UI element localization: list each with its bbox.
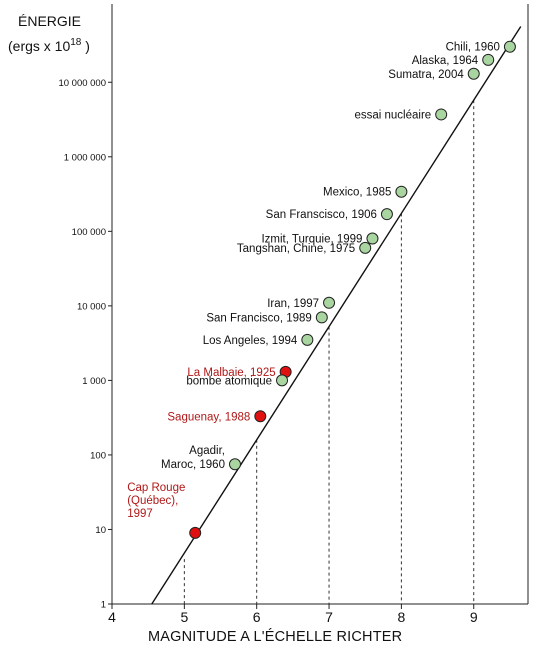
data-points — [189, 40, 516, 539]
y-axis-ticks: 1 10 100 1 000 10 000 100 000 1 000 000 10 000 … — [58, 78, 112, 611]
y-tick-label: 100 000 — [72, 227, 106, 238]
y-tick-label: 1 000 — [82, 376, 106, 387]
y-axis-label-line2: (ergs x 1018 ) — [8, 37, 90, 54]
data-point-marker — [435, 108, 448, 121]
data-point-label: (Québec), — [127, 495, 178, 507]
trend-line-segment — [151, 26, 522, 605]
x-tick-label: 8 — [397, 609, 405, 625]
y-axis-label-prefix: (ergs x 10 — [8, 38, 70, 54]
data-point-label: Izmit, Turquie, 1999 — [261, 234, 362, 246]
data-point-label: Iran, 1997 — [267, 298, 319, 310]
axes — [111, 4, 529, 605]
x-tick-label: 9 — [470, 609, 478, 625]
data-point-marker — [380, 208, 393, 221]
data-point-marker — [315, 311, 328, 324]
y-axis-label-suffix: ) — [81, 38, 90, 54]
y-tick-label: 10 000 000 — [58, 78, 106, 89]
data-point-marker — [467, 67, 480, 80]
data-point-label: Mexico, 1985 — [323, 187, 391, 199]
data-point-label: Maroc, 1960 — [161, 459, 225, 471]
data-point-marker — [366, 232, 379, 245]
data-point-label: Los Angeles, 1994 — [203, 335, 298, 347]
data-point-label: 1997 — [127, 508, 153, 520]
x-tick-label: 4 — [108, 609, 116, 625]
y-tick-label: 10 — [95, 525, 106, 536]
y-axis-label-exponent: 18 — [70, 37, 82, 48]
data-point-marker — [482, 53, 495, 66]
data-point-marker — [323, 296, 336, 309]
data-point-label: essai nucléaire — [354, 109, 431, 121]
data-point-marker — [503, 40, 516, 53]
data-point-marker — [301, 333, 314, 346]
data-point-label: San Franscisco, 1906 — [266, 209, 377, 221]
data-point-marker — [254, 410, 267, 423]
data-point-label: San Francisco, 1989 — [206, 312, 311, 324]
x-tick-label: 6 — [253, 609, 261, 625]
x-axis-label: MAGNITUDE A L'ÉCHELLE RICHTER — [148, 628, 402, 645]
x-tick-label: 7 — [325, 609, 333, 625]
data-point-marker — [359, 241, 372, 254]
trend-line — [151, 26, 522, 605]
dashed-reference-lines — [183, 100, 475, 604]
data-point-marker — [395, 185, 408, 198]
data-point-label: Saguenay, 1988 — [167, 411, 250, 423]
data-point-label: bombe atomique — [186, 375, 272, 387]
y-tick-label: 10 000 — [77, 301, 106, 312]
data-point-label: Sumatra, 2004 — [388, 69, 464, 81]
data-point-label: La Malbaie, 1925 — [187, 367, 275, 379]
x-tick-label: 5 — [180, 609, 188, 625]
data-point-label: Chili, 1960 — [446, 42, 500, 54]
y-tick-label: 1 — [101, 600, 106, 611]
data-point-label: Tangshan, Chine, 1975 — [237, 243, 355, 255]
y-tick-label: 1 000 000 — [64, 152, 106, 163]
data-point-label: Cap Rouge — [127, 482, 185, 494]
y-tick-label: 100 — [90, 450, 106, 461]
data-point-marker — [228, 458, 241, 471]
data-point-label: Agadir, — [189, 445, 225, 457]
data-point-marker — [189, 526, 202, 539]
data-point-label: Alaska, 1964 — [412, 55, 479, 67]
x-axis-ticks: 4 5 6 7 8 9 — [108, 604, 478, 625]
data-point-marker — [276, 374, 289, 387]
y-axis-label-line1: ÉNERGIE — [18, 13, 81, 29]
